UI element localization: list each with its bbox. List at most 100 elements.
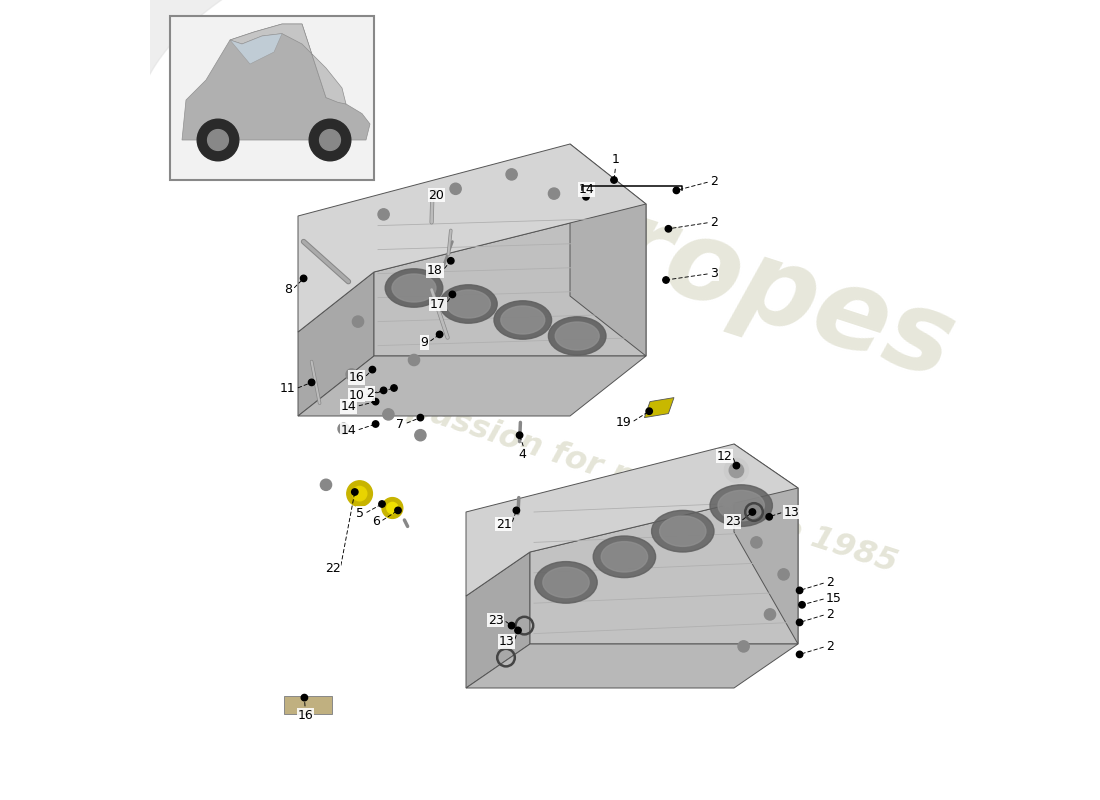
Text: europes: europes (452, 143, 967, 401)
Text: 2: 2 (710, 175, 718, 188)
Text: 2: 2 (710, 216, 718, 229)
Circle shape (508, 622, 515, 629)
Text: 23: 23 (725, 515, 740, 528)
Circle shape (796, 587, 803, 594)
Circle shape (722, 497, 734, 508)
Circle shape (506, 169, 517, 180)
Text: 2: 2 (826, 608, 834, 621)
Ellipse shape (500, 306, 544, 334)
Ellipse shape (602, 542, 648, 572)
Circle shape (796, 619, 803, 626)
Polygon shape (230, 24, 346, 104)
Ellipse shape (447, 290, 491, 318)
Circle shape (766, 514, 772, 520)
Polygon shape (230, 34, 282, 64)
Polygon shape (466, 444, 798, 596)
Text: 14: 14 (341, 400, 356, 413)
Circle shape (320, 130, 340, 150)
Text: 18: 18 (427, 264, 443, 277)
Circle shape (449, 291, 455, 298)
Circle shape (197, 119, 239, 161)
Text: 1: 1 (612, 154, 619, 166)
Circle shape (764, 609, 776, 620)
Text: 17: 17 (430, 298, 446, 310)
Circle shape (515, 627, 521, 634)
Circle shape (725, 458, 748, 482)
Circle shape (734, 462, 739, 469)
Text: 22: 22 (324, 562, 340, 574)
Text: 4: 4 (518, 448, 526, 461)
Circle shape (373, 421, 378, 427)
Text: 14: 14 (341, 424, 356, 437)
Circle shape (448, 258, 454, 264)
Ellipse shape (593, 536, 656, 578)
Circle shape (431, 190, 438, 197)
Ellipse shape (494, 301, 551, 339)
Ellipse shape (392, 274, 436, 302)
Text: 23: 23 (488, 614, 504, 626)
Text: 19: 19 (616, 416, 631, 429)
Ellipse shape (535, 562, 597, 603)
Polygon shape (570, 144, 646, 356)
Circle shape (415, 430, 426, 441)
Circle shape (308, 379, 315, 386)
Circle shape (437, 331, 443, 338)
Circle shape (395, 507, 402, 514)
Circle shape (673, 187, 680, 194)
Circle shape (738, 641, 749, 652)
Polygon shape (374, 204, 646, 356)
Polygon shape (182, 24, 370, 140)
Polygon shape (466, 552, 530, 688)
Text: 2: 2 (366, 387, 374, 400)
Ellipse shape (718, 490, 764, 521)
Circle shape (309, 119, 351, 161)
Circle shape (370, 366, 375, 373)
Text: 11: 11 (279, 382, 296, 395)
Circle shape (516, 432, 522, 438)
Text: 13: 13 (498, 635, 514, 648)
Ellipse shape (710, 485, 772, 526)
FancyBboxPatch shape (170, 16, 374, 180)
Circle shape (378, 501, 385, 507)
Circle shape (338, 423, 349, 434)
Polygon shape (645, 398, 674, 418)
Circle shape (346, 369, 358, 380)
Circle shape (320, 479, 331, 490)
Text: 2: 2 (826, 576, 834, 589)
Circle shape (417, 414, 424, 421)
Ellipse shape (440, 285, 497, 323)
Text: 20: 20 (429, 189, 444, 202)
Text: 15: 15 (826, 592, 842, 605)
Text: 21: 21 (496, 518, 512, 530)
Circle shape (663, 277, 669, 283)
Circle shape (751, 537, 762, 548)
Text: 13: 13 (783, 506, 800, 518)
Text: a passion for parts since 1985: a passion for parts since 1985 (374, 381, 902, 579)
Circle shape (378, 209, 389, 220)
Circle shape (373, 398, 378, 405)
Circle shape (387, 502, 398, 514)
Circle shape (646, 408, 652, 414)
Circle shape (381, 387, 387, 394)
Polygon shape (530, 488, 798, 644)
Text: 14: 14 (579, 183, 594, 196)
Polygon shape (466, 644, 798, 688)
Text: 8: 8 (285, 283, 293, 296)
Circle shape (799, 602, 805, 608)
Polygon shape (285, 696, 332, 714)
Text: 16: 16 (349, 371, 364, 384)
Polygon shape (298, 272, 374, 416)
Ellipse shape (556, 322, 600, 350)
Circle shape (383, 409, 394, 420)
Polygon shape (298, 144, 646, 332)
Polygon shape (734, 444, 798, 644)
Circle shape (514, 507, 519, 514)
Circle shape (408, 354, 419, 366)
Ellipse shape (385, 269, 443, 307)
Text: 5: 5 (356, 507, 364, 520)
Circle shape (666, 226, 672, 232)
Text: 12: 12 (717, 450, 733, 462)
Circle shape (729, 463, 744, 478)
Circle shape (352, 486, 366, 501)
Text: 16: 16 (297, 709, 313, 722)
